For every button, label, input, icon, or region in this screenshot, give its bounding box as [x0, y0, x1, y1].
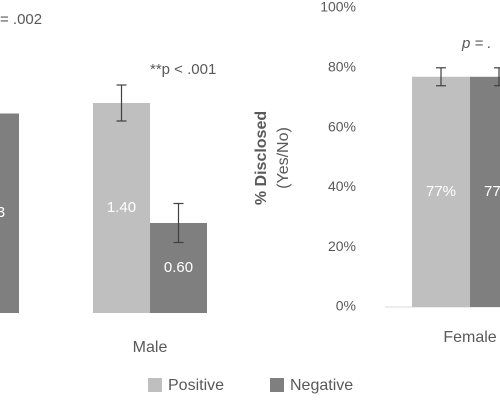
- x-tick-label: Male: [133, 339, 168, 356]
- data-label: 77%: [426, 183, 456, 200]
- legend-swatch: [270, 378, 284, 392]
- legend-label: Positive: [168, 377, 224, 394]
- y-tick-label: 40%: [328, 178, 356, 194]
- data-label: 77%: [484, 183, 500, 200]
- x-tick-label: Female: [443, 329, 496, 346]
- bar: [93, 103, 150, 313]
- y-tick-label: 20%: [328, 238, 356, 254]
- y-tick-label: 0%: [336, 298, 356, 314]
- bar: [412, 76, 470, 308]
- data-label: 1.33: [0, 204, 5, 221]
- y-tick-label: 100%: [320, 0, 356, 15]
- legend-swatch: [148, 378, 162, 392]
- data-label: 1.40: [107, 199, 136, 216]
- y-axis-label: (Yes/No): [275, 127, 292, 189]
- annotation: = .002: [0, 11, 42, 28]
- data-label: 0.60: [164, 259, 193, 276]
- y-axis-label: % Disclosed: [253, 111, 270, 205]
- y-tick-label: 60%: [328, 118, 356, 134]
- bar: [0, 113, 19, 313]
- bar: [470, 76, 500, 308]
- annotation: **p < .001: [150, 61, 216, 78]
- legend-label: Negative: [290, 377, 353, 394]
- y-tick-label: 80%: [328, 59, 356, 75]
- annotation: p = .: [461, 35, 492, 52]
